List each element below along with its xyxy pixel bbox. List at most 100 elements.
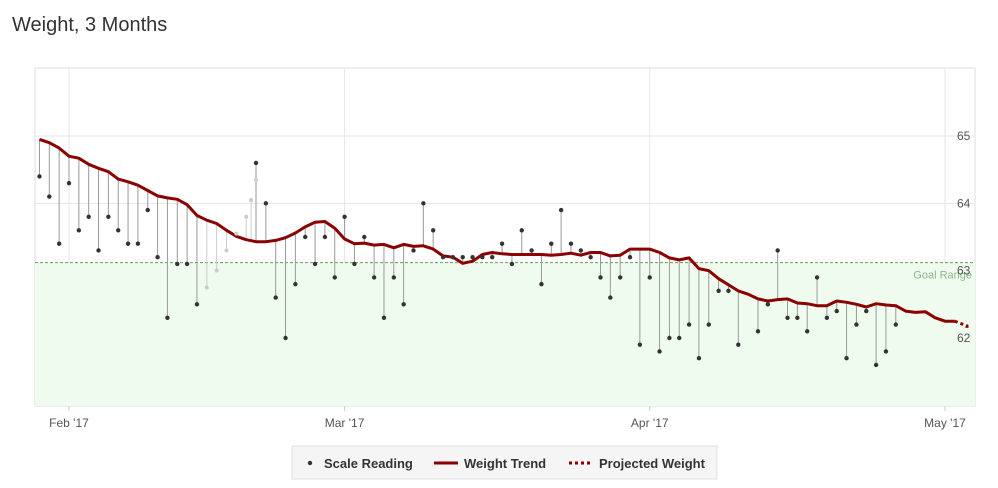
scale-reading-dot: [312, 261, 318, 267]
scale-reading-dot: [509, 261, 515, 267]
scale-reading-dot: [706, 322, 711, 327]
scale-reading-dot: [765, 302, 771, 307]
scale-reading-dot: [86, 214, 91, 219]
scale-reading-dot: [342, 214, 347, 219]
legend-dot-marker: [307, 460, 313, 466]
scale-reading-dot: [824, 315, 830, 320]
y-tick-label: 64: [957, 196, 971, 210]
y-tick-label: 63: [957, 264, 971, 278]
scale-reading-dot: [854, 322, 859, 327]
faded-scale-dot: [254, 177, 259, 182]
scale-reading-dot: [637, 342, 643, 347]
trend-lines: [39, 137, 969, 330]
scale-reading-dot: [125, 241, 131, 246]
scale-reading-dot: [795, 315, 800, 320]
scale-reading-dot: [352, 261, 357, 267]
scale-reading-dot: [106, 214, 111, 219]
x-tick-label: Apr '17: [631, 416, 669, 430]
scale-reading-dot: [864, 308, 869, 314]
scale-reading-dot: [165, 315, 170, 320]
goal-range-label: Goal Range: [913, 270, 972, 282]
scale-reading-dot: [470, 255, 475, 260]
scale-reading-dot: [440, 255, 446, 260]
scale-reading-dot: [549, 241, 554, 246]
scale-reading-dot: [667, 335, 672, 341]
scale-reading-dot: [293, 281, 298, 287]
scale-reading-dot: [135, 241, 141, 246]
scale-reading-dot: [677, 335, 682, 341]
x-tick-label: Feb '17: [49, 416, 89, 430]
scale-reading-dot: [647, 275, 652, 280]
weight-trend-line: [39, 137, 955, 323]
scale-reading-dot: [588, 255, 593, 260]
scale-reading-dot: [76, 228, 82, 233]
scale-reading-dots: [37, 160, 898, 368]
scale-reading-dot: [627, 255, 633, 260]
scale-reading-dot: [696, 356, 702, 361]
legend-label: Weight Trend: [464, 456, 546, 471]
scale-reading-dot: [371, 275, 377, 280]
scale-reading-dot: [362, 234, 367, 240]
scale-reading-dot: [145, 207, 150, 213]
legend-label: Projected Weight: [599, 456, 706, 471]
legend-item-scale-reading[interactable]: Scale Reading: [307, 456, 413, 471]
scale-reading-dot: [47, 194, 52, 199]
scale-reading-dot: [617, 275, 623, 280]
faded-scale-dot: [234, 231, 239, 236]
scale-reading-dot: [273, 295, 278, 300]
scale-reading-dot: [263, 201, 269, 206]
scale-reading-dot: [608, 295, 613, 300]
scale-reading-dot: [411, 248, 416, 253]
scale-reading-dot: [805, 329, 810, 334]
scale-reading-dot: [322, 234, 328, 240]
scale-reading-dot: [499, 241, 505, 246]
scale-reading-dot: [578, 248, 584, 253]
goal-range-fill: [35, 262, 975, 406]
goal-range: Goal Range: [35, 262, 975, 406]
scale-reading-dot: [303, 234, 308, 240]
x-tick-label: May '17: [924, 416, 966, 430]
scale-reading-dot: [56, 241, 62, 246]
scale-reading-dot: [480, 255, 485, 260]
scale-reading-dot: [686, 322, 692, 327]
scale-reading-dot: [568, 241, 574, 246]
faded-scale-dot: [214, 268, 219, 273]
scale-reading-dot: [96, 248, 101, 253]
scale-reading-dot: [844, 356, 849, 361]
scale-reading-dot: [519, 228, 524, 233]
scale-reading-dot: [253, 160, 259, 166]
scale-reading-dot: [450, 255, 456, 260]
scale-reading-dot: [283, 335, 288, 341]
scale-reading-dot: [814, 275, 820, 280]
scale-reading-dot: [116, 228, 121, 233]
scale-reading-dot: [460, 255, 465, 260]
scale-reading-dot: [194, 302, 200, 307]
legend-item-projected-weight[interactable]: Projected Weight: [569, 456, 706, 471]
legend[interactable]: Scale Reading Weight Trend Projected Weigh…: [291, 445, 718, 480]
legend-label: Scale Reading: [324, 456, 413, 471]
scale-reading-dot: [736, 342, 741, 347]
faded-scale-dot: [249, 197, 254, 202]
x-tick-label: Mar '17: [325, 416, 365, 430]
scale-reading-dot: [401, 302, 406, 307]
scale-reading-dot: [883, 349, 889, 354]
chart-title: Weight, 3 Months: [12, 14, 168, 36]
scale-reading-dot: [332, 275, 337, 280]
faded-scale-dot: [244, 214, 249, 219]
scale-reading-dot: [37, 174, 42, 179]
scale-reading-dot: [381, 315, 387, 320]
projected-weight-line: [954, 319, 969, 330]
scale-reading-dot: [873, 362, 879, 368]
y-tick-label: 65: [957, 129, 971, 143]
scale-reading-dot: [716, 288, 721, 294]
scale-reading-dot: [893, 322, 898, 327]
scale-reading-dot: [657, 349, 662, 354]
legend-item-weight-trend[interactable]: Weight Trend: [434, 456, 546, 471]
scale-reading-dot: [755, 329, 761, 334]
scale-reading-dot: [598, 275, 603, 280]
scale-reading-dot: [155, 255, 160, 260]
scale-reading-dot: [175, 261, 180, 267]
legend-box: [291, 445, 718, 480]
scale-reading-dot: [775, 248, 780, 253]
